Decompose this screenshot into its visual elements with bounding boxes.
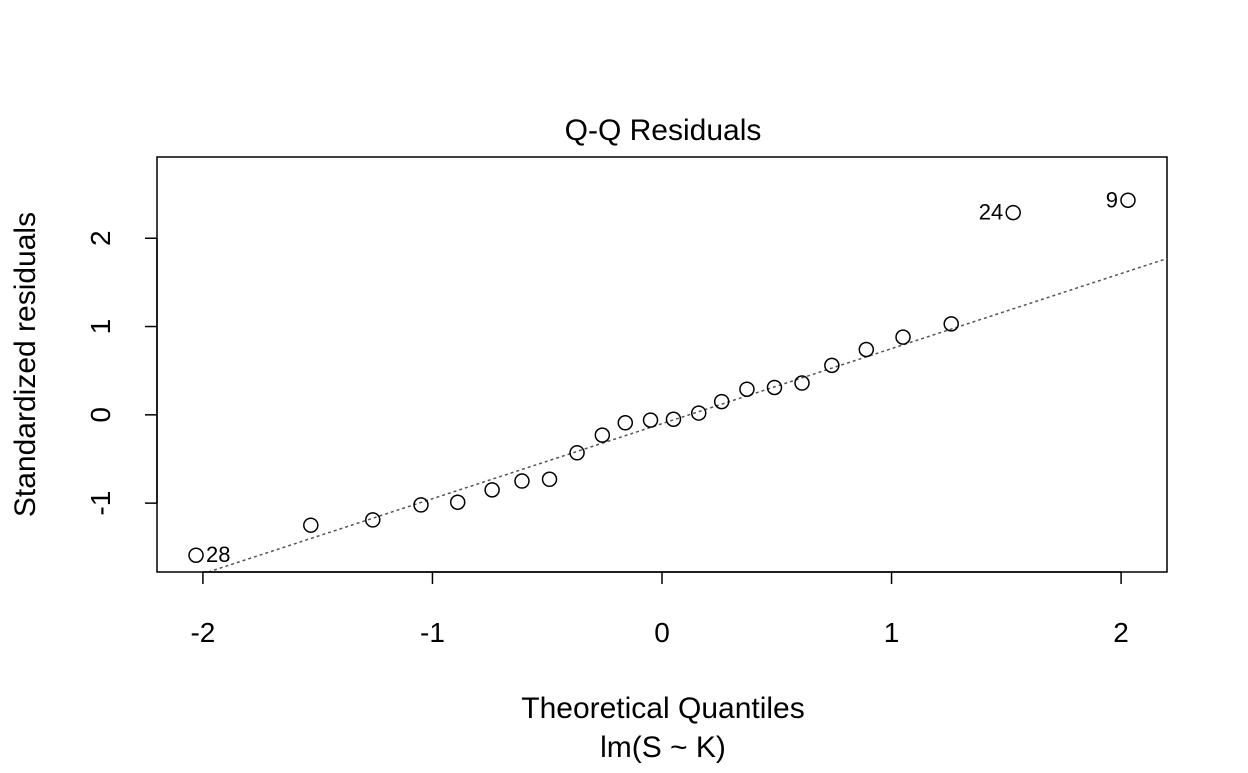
point-label: 24 xyxy=(979,200,1003,225)
reference-line xyxy=(208,257,1168,573)
data-point xyxy=(739,381,755,397)
point-label: 28 xyxy=(206,542,230,567)
data-point xyxy=(413,497,429,513)
x-tick-label: 1 xyxy=(884,617,900,648)
x-tick-label: 0 xyxy=(654,617,670,648)
y-tick-label: 0 xyxy=(85,407,116,423)
point-label: 9 xyxy=(1106,187,1118,212)
data-point xyxy=(594,427,611,443)
data-point xyxy=(766,379,783,396)
data-point xyxy=(824,357,840,374)
data-point xyxy=(665,411,682,427)
y-axis-title: Standardized residuals xyxy=(9,212,42,517)
data-point xyxy=(514,473,530,489)
data-point xyxy=(858,341,875,358)
data-point xyxy=(1120,192,1136,209)
data-point xyxy=(713,393,730,410)
data-point xyxy=(617,415,634,431)
data-point xyxy=(188,547,204,563)
x-tick-label: -1 xyxy=(420,617,445,648)
y-tick-label: 1 xyxy=(85,319,116,335)
chart-subtitle: lm(S ~ K) xyxy=(600,731,726,764)
data-point xyxy=(794,375,810,391)
y-tick-label: 2 xyxy=(85,230,116,246)
chart-title: Q-Q Residuals xyxy=(565,114,762,147)
x-axis-title: Theoretical Quantiles xyxy=(521,692,804,725)
data-point xyxy=(642,412,659,428)
data-point xyxy=(895,329,911,345)
data-point xyxy=(943,316,959,332)
y-tick-label: -1 xyxy=(85,491,116,516)
data-point xyxy=(541,471,558,488)
x-tick-label: -2 xyxy=(190,617,215,648)
data-point xyxy=(365,512,381,528)
data-point xyxy=(1005,204,1021,221)
x-tick-label: 2 xyxy=(1113,617,1129,648)
data-point xyxy=(449,494,466,510)
data-point xyxy=(303,517,319,533)
data-point xyxy=(690,405,707,421)
data-point xyxy=(484,482,500,498)
data-point xyxy=(569,445,585,461)
